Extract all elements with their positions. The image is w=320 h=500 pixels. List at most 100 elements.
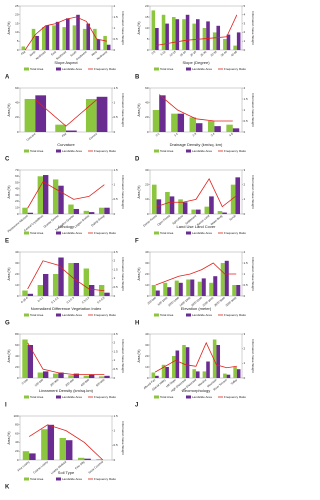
- x-tick-label: 3-4: [210, 131, 216, 137]
- bar: [224, 260, 229, 296]
- y2-tick-label: 3: [244, 21, 246, 25]
- panel-label: D: [135, 157, 140, 163]
- legend-label: Frequency Ratio: [94, 149, 116, 153]
- y-axis-title: Area (%): [137, 185, 141, 198]
- y-tick-label: 30: [145, 168, 149, 172]
- panel: 0 10 20 30 0 1 2 3 Area (%) Information Value Wei…: [135, 168, 255, 245]
- bar: [22, 207, 28, 214]
- bar: [84, 458, 91, 460]
- x-tick-label: 2-3: [191, 131, 197, 137]
- bar: [232, 128, 240, 132]
- y-tick-label: 20: [145, 4, 149, 8]
- panel: 0 20 40 60 0 0.5 1 1.5 Area (%) Information Value…: [5, 86, 125, 163]
- bar: [76, 14, 80, 51]
- bar: [196, 209, 201, 214]
- bar: [98, 376, 105, 378]
- x-tick-label: Agriculture: [171, 213, 184, 225]
- legend-label: Frequency Ratio: [224, 313, 246, 317]
- y2-tick-label: 1.5: [114, 414, 119, 418]
- bar: [24, 99, 36, 132]
- bar: [233, 367, 237, 378]
- bar: [235, 177, 241, 214]
- bar: [185, 347, 190, 378]
- x-tick-label: 40-85: [230, 49, 238, 57]
- bar: [223, 373, 227, 378]
- x-tick-label: Mountain: [206, 377, 218, 388]
- bar: [151, 372, 156, 378]
- y2-axis-title: Information Value Weight: [121, 11, 125, 45]
- y-tick-label: 0: [147, 212, 149, 216]
- legend-swatch: [24, 67, 29, 71]
- legend-label: Total Area: [30, 395, 44, 399]
- y-axis-title: Area (%): [137, 349, 141, 362]
- legend-label: Total Area: [160, 313, 174, 317]
- legend-swatch: [186, 231, 191, 235]
- legend-label: Landslide Area: [62, 231, 82, 235]
- x-tick-label: -0.15-0: [19, 295, 29, 304]
- y-tick-label: 60: [15, 174, 19, 178]
- bar: [197, 281, 202, 296]
- bar: [35, 95, 47, 132]
- x-tick-label: Northwest: [96, 50, 108, 61]
- legend-swatch: [186, 67, 191, 71]
- panel-label: F: [135, 239, 139, 245]
- y2-tick-label: 0: [114, 376, 116, 380]
- bar: [83, 375, 89, 378]
- bar: [62, 27, 66, 50]
- bar: [163, 282, 168, 296]
- y2-tick-label: 1: [244, 272, 246, 276]
- bar: [236, 369, 241, 378]
- bar: [27, 345, 34, 378]
- bar: [37, 372, 43, 378]
- line-series: [27, 342, 105, 375]
- line-series: [27, 260, 105, 292]
- y2-tick-label: 2: [244, 346, 246, 350]
- bar: [31, 28, 36, 50]
- y2-axis-title: Information Value Weight: [121, 339, 125, 373]
- y2-tick-label: 0: [244, 294, 246, 298]
- bar: [186, 279, 191, 296]
- y-axis-title: Area (%): [7, 349, 11, 362]
- y2-tick-label: 3: [244, 332, 246, 336]
- x-tick-label: 1800-2200: [190, 295, 203, 307]
- line-series: [155, 262, 237, 286]
- y-tick-label: 15: [145, 15, 149, 19]
- y2-tick-label: 1: [244, 361, 246, 365]
- y2-tick-label: 0.5: [114, 37, 119, 41]
- legend-label: Frequency Ratio: [224, 67, 246, 71]
- x-tick-label: Settlement: [184, 214, 197, 226]
- y2-axis-title: Information Value Weight: [121, 93, 125, 127]
- legend-swatch: [24, 231, 29, 235]
- legend-swatch: [56, 149, 61, 153]
- y2-tick-label: 1: [114, 26, 116, 30]
- bar: [73, 263, 80, 296]
- bar: [66, 130, 77, 132]
- y2-tick-label: 2: [114, 4, 116, 8]
- bar: [66, 440, 73, 460]
- bar: [86, 23, 91, 50]
- legend-label: Landslide Area: [62, 149, 82, 153]
- bar: [82, 28, 87, 50]
- bar: [212, 339, 217, 378]
- bar: [232, 285, 237, 296]
- y2-tick-label: 2: [244, 86, 246, 90]
- bar: [55, 21, 60, 50]
- y-tick-label: 5: [147, 37, 149, 41]
- bar: [177, 113, 185, 132]
- legend-label: Frequency Ratio: [224, 231, 246, 235]
- bar: [226, 34, 231, 50]
- y-tick-label: 10: [145, 365, 149, 369]
- y2-tick-label: 1: [114, 276, 116, 280]
- bar: [190, 279, 195, 296]
- x-tick-label: South: [69, 49, 78, 57]
- x-tick-label: 1400-1800: [179, 295, 192, 307]
- x-tick-label: West: [90, 50, 98, 57]
- bar: [27, 212, 34, 214]
- line-series: [156, 177, 236, 208]
- x-axis-title: Curvature: [57, 142, 75, 147]
- bar: [43, 371, 49, 378]
- legend-label: Total Area: [30, 231, 44, 235]
- y2-tick-label: 1: [114, 358, 116, 362]
- bar: [89, 212, 95, 214]
